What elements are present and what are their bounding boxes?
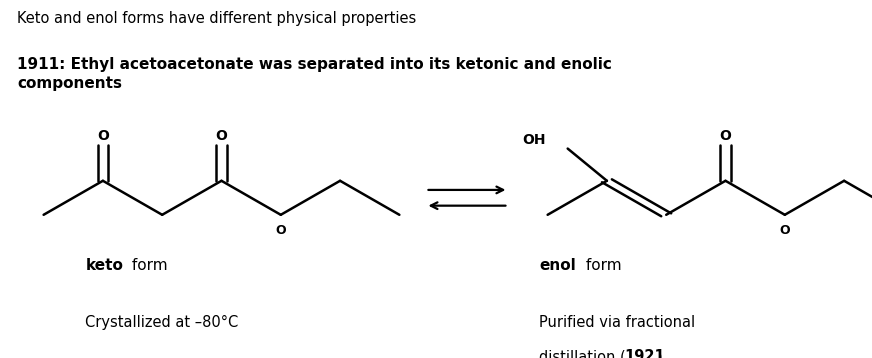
Text: form: form (127, 258, 168, 273)
Text: Purified via fractional: Purified via fractional (539, 315, 695, 330)
Text: keto: keto (85, 258, 123, 273)
Text: 1911: Ethyl acetoacetonate was separated into its ketonic and enolic
components: 1911: Ethyl acetoacetonate was separated… (17, 57, 612, 91)
Text: OH: OH (522, 133, 546, 147)
Text: O: O (719, 129, 732, 143)
Text: O: O (780, 224, 790, 237)
Text: enol: enol (539, 258, 576, 273)
Text: 1921: 1921 (624, 349, 665, 358)
Text: distillation (: distillation ( (539, 349, 625, 358)
Text: Crystallized at –80°C: Crystallized at –80°C (85, 315, 239, 330)
Text: O: O (276, 224, 286, 237)
Text: O: O (97, 129, 109, 143)
Text: O: O (215, 129, 228, 143)
Text: ): ) (657, 349, 662, 358)
Text: form: form (581, 258, 622, 273)
Text: Keto and enol forms have different physical properties: Keto and enol forms have different physi… (17, 11, 417, 26)
